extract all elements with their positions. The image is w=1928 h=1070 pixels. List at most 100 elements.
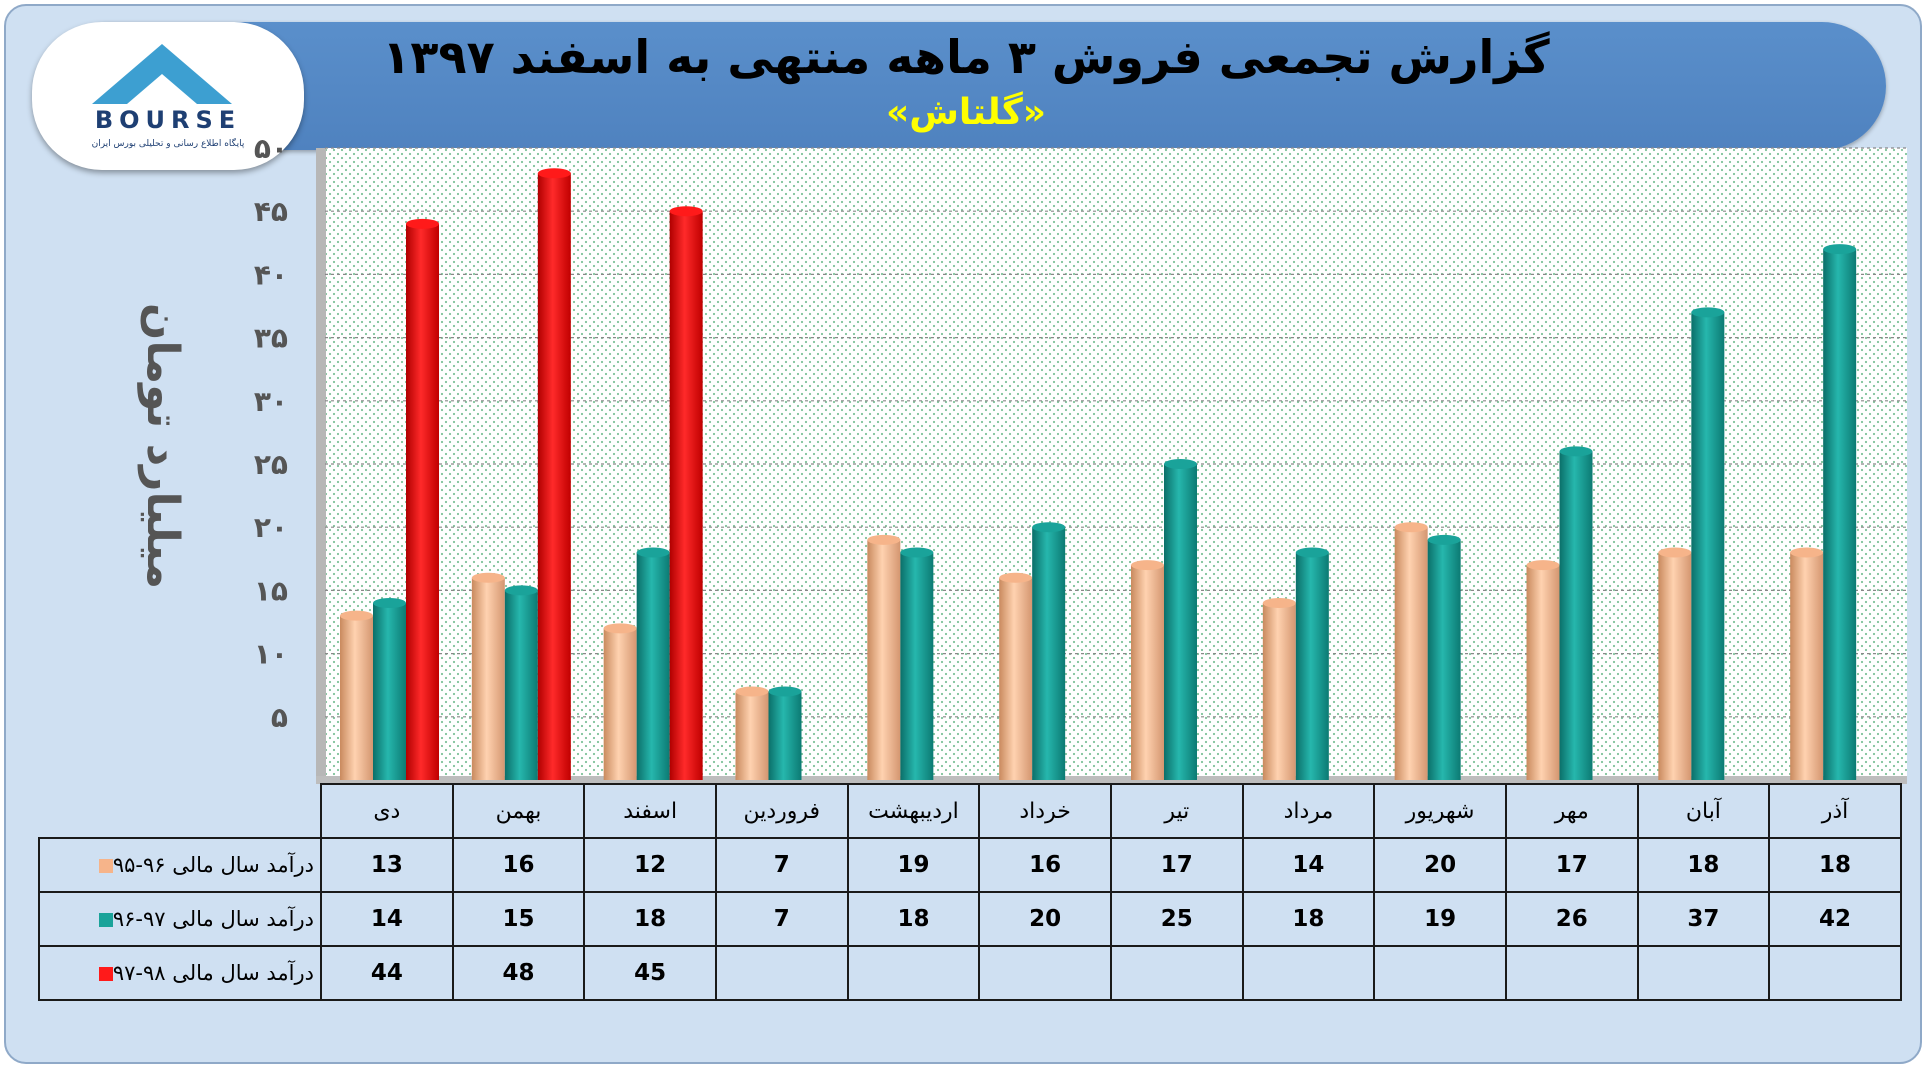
- bar: [504, 585, 538, 780]
- bar-body: [999, 577, 1033, 780]
- data-label: 18: [1636, 837, 1771, 893]
- bar-cap: [1427, 534, 1461, 545]
- data-label: [714, 945, 849, 1001]
- data-label: 20: [978, 891, 1112, 947]
- bar-cap: [1559, 446, 1593, 457]
- category-label: مرداد: [1241, 783, 1376, 839]
- bar: [1823, 244, 1857, 780]
- data-label: [1241, 945, 1376, 1001]
- category-label: آذر: [1768, 783, 1902, 839]
- bar-cap: [900, 547, 934, 558]
- bar-cap: [1526, 560, 1560, 571]
- bar-cap: [471, 572, 505, 583]
- category-label: شهریور: [1373, 783, 1507, 839]
- bar-body: [1790, 552, 1824, 780]
- table-header-row: دی بهمن اسفند فروردین اردیبهشت خرداد تیر مرداد ش…: [39, 783, 1902, 839]
- data-label: 18: [583, 891, 717, 947]
- bar-cap: [373, 598, 406, 609]
- data-label: 45: [583, 945, 717, 1001]
- data-label: 13: [320, 837, 454, 893]
- bar: [636, 547, 670, 780]
- data-label: 48: [451, 945, 586, 1001]
- bar: [867, 534, 901, 780]
- data-label: 18: [1768, 837, 1902, 893]
- y-tick-label: ۴۵: [254, 195, 288, 228]
- bar: [1658, 547, 1692, 780]
- bar-cap: [603, 623, 637, 634]
- data-label: 19: [1373, 891, 1507, 947]
- bar-body: [537, 173, 571, 780]
- bar-body: [1691, 312, 1725, 780]
- bar: [1394, 522, 1428, 780]
- plot-area: [325, 148, 1907, 780]
- y-axis-label: میلیارد تومان: [137, 303, 188, 589]
- bar: [406, 218, 439, 781]
- data-label: 44: [320, 945, 454, 1001]
- bar-body: [373, 603, 406, 780]
- data-label: 25: [1109, 891, 1244, 947]
- legend-entry: درآمد سال مالی ۹۷-۹۶: [38, 891, 322, 947]
- category-label: خرداد: [978, 783, 1112, 839]
- bar: [1526, 560, 1560, 780]
- legend-swatch: [98, 967, 113, 981]
- bar: [900, 547, 934, 780]
- bar: [1032, 522, 1066, 780]
- bar-body: [1262, 603, 1296, 780]
- table-row: درآمد سال مالی ۹۸-۹۷ 44 48 45: [38, 945, 1902, 1001]
- data-label: 14: [1241, 837, 1376, 893]
- bar-body: [603, 628, 637, 780]
- bar-body: [1394, 527, 1428, 780]
- category-label: بهمن: [451, 783, 586, 839]
- bar-body: [1559, 451, 1593, 780]
- category-label: مهر: [1504, 783, 1639, 839]
- bar-body: [471, 577, 505, 780]
- bar: [1559, 446, 1593, 780]
- data-label: 7: [714, 891, 849, 947]
- bar: [471, 572, 505, 780]
- bar-cap: [1658, 547, 1692, 558]
- bar: [1691, 307, 1725, 780]
- bar: [373, 598, 406, 780]
- category-label: فروردین: [714, 783, 849, 839]
- bar-body: [636, 552, 670, 780]
- legend-swatch: [98, 913, 113, 927]
- bar-body: [1526, 565, 1560, 780]
- bar-cap: [1262, 598, 1296, 609]
- y-tick-label: ۵: [271, 701, 288, 734]
- bar-cap: [1790, 547, 1824, 558]
- bar-body: [669, 211, 703, 780]
- bar-cap: [636, 547, 670, 558]
- y-tick-label: ۲۰: [254, 511, 288, 544]
- legend-label: درآمد سال مالی ۹۷-۹۶: [112, 907, 314, 931]
- bar-cap: [1164, 459, 1197, 469]
- legend-label: درآمد سال مالی ۹۶-۹۵: [112, 853, 314, 877]
- plot-floor: [316, 776, 1907, 784]
- bar-body: [340, 615, 373, 780]
- data-label: [1636, 945, 1771, 1001]
- bar-cap: [768, 686, 802, 697]
- data-label: 7: [714, 837, 849, 893]
- bar-body: [1131, 565, 1164, 780]
- y-tick-label: ۲۵: [254, 448, 288, 481]
- bar-series: [340, 168, 1857, 781]
- data-label: [978, 945, 1112, 1001]
- data-label: 20: [1373, 837, 1507, 893]
- bar: [1790, 547, 1824, 780]
- data-label: [846, 945, 981, 1001]
- category-label: دی: [320, 783, 454, 839]
- bar-cap: [1823, 244, 1857, 255]
- bar-body: [1032, 527, 1066, 780]
- category-label: تیر: [1109, 783, 1244, 839]
- data-label: 14: [320, 891, 454, 947]
- category-label: آبان: [1636, 783, 1771, 839]
- bar: [1295, 547, 1329, 780]
- bar: [603, 623, 637, 780]
- logo-text: BOURSE: [95, 106, 241, 134]
- legend-entry: درآمد سال مالی ۹۶-۹۵: [38, 837, 322, 893]
- bar-cap: [735, 686, 769, 697]
- legend-swatch: [98, 859, 113, 873]
- y-axis-wall: [316, 148, 326, 780]
- data-label: 17: [1504, 837, 1639, 893]
- data-label: 16: [978, 837, 1112, 893]
- bar-cap: [537, 168, 571, 179]
